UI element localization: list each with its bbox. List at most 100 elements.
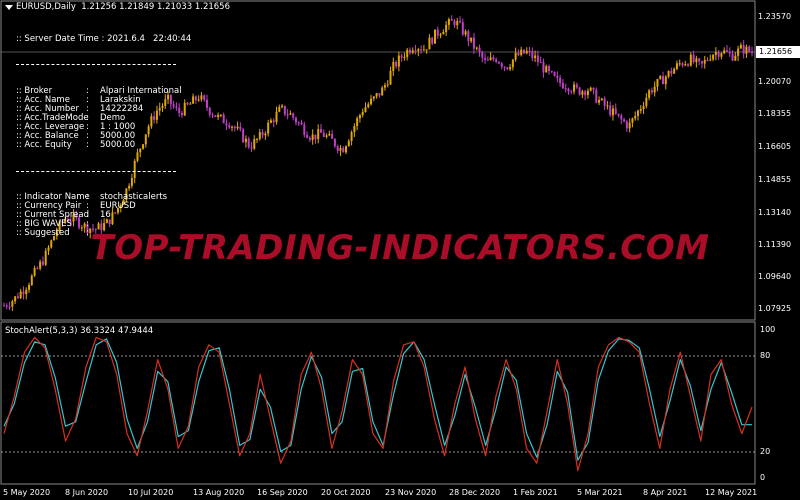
- candle-body: [22, 291, 25, 295]
- candle-body: [639, 108, 642, 111]
- account-key: :: Acc. Leverage: [16, 122, 85, 133]
- candle-body: [634, 115, 637, 119]
- candle-body: [61, 221, 64, 223]
- candle-body: [75, 214, 78, 218]
- indicator-key: :: BIG WAVES: [16, 218, 72, 229]
- candle-body: [522, 49, 525, 54]
- stoch-signal-line: [3, 338, 752, 461]
- candle-body: [611, 108, 614, 116]
- candle-body: [72, 214, 75, 222]
- candle-body: [436, 29, 439, 36]
- candle-body: [411, 50, 414, 53]
- candle-body: [94, 228, 97, 230]
- candle-body: [55, 231, 58, 237]
- candle-body: [678, 63, 681, 65]
- candle-body: [595, 89, 598, 103]
- candle-body: [314, 134, 317, 140]
- candle-body: [317, 129, 320, 140]
- candle-body: [308, 137, 311, 140]
- candle-body: [617, 113, 620, 116]
- chevron-down-icon[interactable]: [5, 5, 13, 10]
- candle-body: [19, 291, 22, 299]
- candle-body: [367, 104, 370, 108]
- candle-body: [564, 88, 567, 90]
- price-pane-border: [0, 0, 756, 321]
- date-tick-label: 8 Apr 2021: [643, 488, 688, 497]
- candle-body: [219, 114, 222, 116]
- oscillator-tick-label: 100: [760, 325, 776, 334]
- candle-body: [673, 68, 676, 74]
- candle-body: [331, 133, 334, 139]
- separator: :: [86, 131, 89, 142]
- candle-body: [520, 49, 523, 56]
- candle-body: [333, 138, 336, 147]
- candle-body: [128, 185, 131, 189]
- indicator-row: :: Suggested:: [16, 228, 191, 238]
- account-row: :: Acc. Leverage:1 : 1000: [16, 122, 191, 133]
- candle-body: [517, 52, 520, 56]
- candle-body: [689, 54, 692, 66]
- candle-body: [584, 91, 587, 96]
- candle-body: [723, 50, 726, 54]
- candle-body: [670, 70, 673, 74]
- candle-body: [208, 107, 211, 115]
- candle-body: [395, 61, 398, 67]
- candle-body: [698, 58, 701, 62]
- candle-body: [347, 140, 350, 147]
- candle-body: [662, 76, 665, 85]
- candle-body: [139, 148, 142, 153]
- candle-body: [239, 126, 242, 130]
- candles-layer: [3, 15, 753, 312]
- candle-body: [86, 223, 89, 233]
- candle-body: [495, 59, 498, 62]
- stoch-main-line: [3, 336, 753, 472]
- price-tick-label: 1.20070: [758, 77, 792, 86]
- candle-body: [372, 96, 375, 99]
- candle-body: [570, 91, 573, 93]
- watermark: TOP-TRADING-INDICATORS.COM: [90, 228, 710, 268]
- account-key: :: Acc. Number: [16, 103, 79, 114]
- indicator-value: EURUSD: [100, 200, 136, 211]
- indicator-key: :: Currency Pair: [16, 200, 82, 211]
- candle-body: [353, 126, 356, 133]
- candle-body: [614, 108, 617, 114]
- candle-body: [386, 84, 389, 86]
- candle-body: [100, 223, 103, 231]
- candle-body: [64, 219, 67, 223]
- candle-body: [623, 119, 626, 122]
- oscillator-tick-label: 0: [760, 473, 766, 482]
- candle-body: [144, 134, 147, 145]
- candle-body: [11, 301, 14, 307]
- account-value: Larakskin: [100, 94, 141, 105]
- candle-body: [125, 188, 128, 200]
- account-key: :: Acc. Name: [16, 94, 70, 105]
- candle-body: [456, 21, 459, 26]
- indicator-value: 16: [100, 209, 111, 220]
- candle-body: [111, 212, 114, 225]
- oscillator-layer: [3, 336, 753, 472]
- candle-body: [186, 102, 189, 105]
- candle-body: [609, 105, 612, 116]
- separator: :: [86, 122, 89, 133]
- candle-body: [434, 29, 437, 44]
- candle-body: [289, 113, 292, 115]
- candle-body: [172, 104, 175, 107]
- candle-body: [217, 114, 220, 117]
- candle-body: [178, 107, 181, 113]
- info-panel: :: Server Date Time : 2021.6.4 22:40:44 …: [16, 17, 191, 256]
- candle-body: [325, 135, 328, 137]
- account-row: :: Acc. Name: Larakskin: [16, 94, 191, 105]
- candle-body: [242, 129, 245, 143]
- date-tick-label: 16 Sep 2020: [257, 488, 308, 497]
- candle-body: [648, 90, 651, 98]
- candle-body: [447, 19, 450, 25]
- candle-body: [328, 133, 331, 136]
- candle-body: [397, 55, 400, 67]
- separator: :: [86, 112, 89, 123]
- candle-body: [58, 221, 61, 232]
- candle-body: [264, 133, 267, 136]
- candle-body: [720, 53, 723, 57]
- candle-body: [525, 50, 528, 54]
